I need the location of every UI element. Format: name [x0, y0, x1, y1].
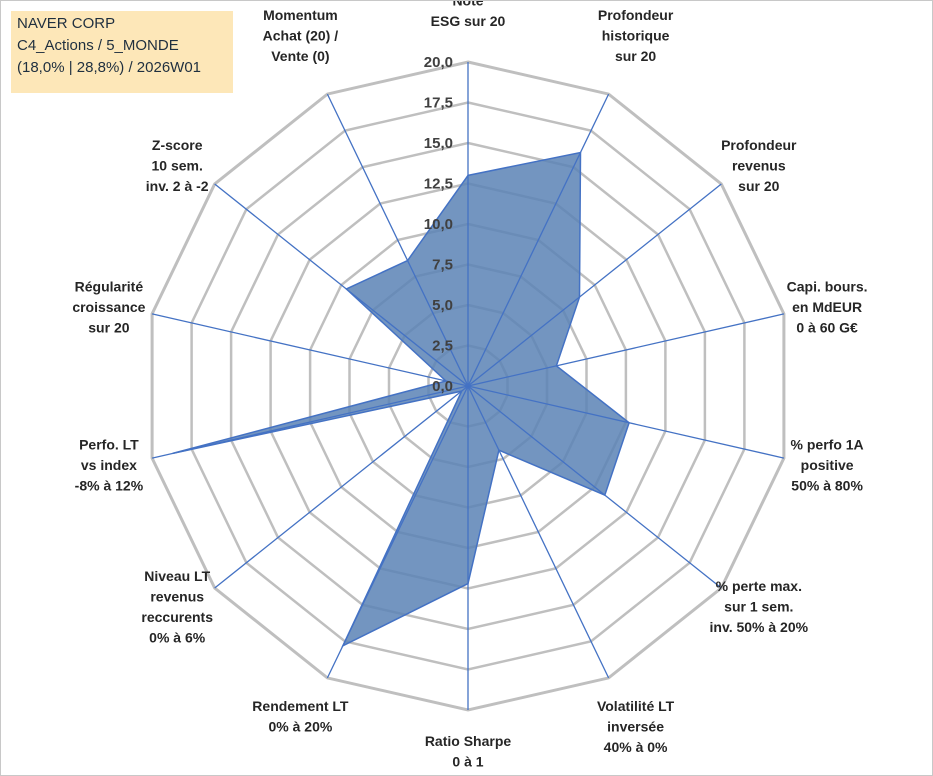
axis-spoke-14 [326, 93, 469, 387]
axis-label-line: sur 20 [738, 178, 779, 194]
tick-label: 12,5 [424, 176, 453, 193]
axis-label-line: % perte max. [716, 578, 802, 594]
axis-spoke-13 [214, 183, 469, 387]
axis-spoke-9 [326, 385, 469, 679]
axis-label-line: 40% à 0% [604, 739, 668, 755]
axis-spoke-5 [467, 385, 785, 459]
chart-title-company: NAVER CORP [17, 15, 116, 32]
axis-label-11: Perfo. LT vs index -8% à 12% [75, 436, 144, 493]
axis-label-9: Rendement LT 0% à 20% [252, 698, 349, 735]
axis-label-12: Régularité croissance sur 20 [72, 279, 145, 336]
axis-label-line: Note [452, 1, 483, 9]
axis-label-line: 0% à 6% [149, 630, 206, 646]
axis-label-line: inv. 50% à 20% [710, 619, 809, 635]
axis-label-line: revenus [150, 589, 204, 605]
axis-label-line: croissance [72, 299, 145, 315]
axis-label-line: inversée [607, 718, 664, 734]
axis-spoke-4 [467, 313, 785, 387]
axis-spoke-7 [467, 385, 610, 679]
axis-label-line: Niveau LT [144, 568, 210, 584]
axis-spoke-12 [151, 313, 469, 387]
axis-label-line: revenus [732, 157, 786, 173]
axis-spoke-6 [467, 385, 722, 589]
axis-label-line: Z-score [152, 137, 203, 153]
axis-label-line: Capi. bours. [787, 279, 868, 295]
axis-spoke-11 [151, 385, 469, 459]
axis-label-14: Momentum Achat (20) / Vente (0) [263, 7, 339, 64]
axis-label-line: historique [602, 28, 670, 44]
axis-label-7: Volatilité LT inversée 40% à 0% [597, 698, 675, 755]
axis-label-line: 50% à 80% [791, 477, 863, 493]
axis-spoke-3 [467, 183, 722, 387]
axis-label-10: Niveau LT revenus reccurents 0% à 6% [141, 568, 213, 646]
axis-label-line: Perfo. LT [79, 436, 139, 452]
axis-label-line: 10 sem. [152, 157, 203, 173]
axis-label-line: en MdEUR [792, 299, 862, 315]
axis-label-6: % perte max. sur 1 sem. inv. 50% à 20% [710, 578, 809, 635]
axis-label-1: Note ESG sur 20 [431, 1, 506, 29]
axis-label-5: % perfo 1A positive 50% à 80% [791, 436, 864, 493]
axis-label-line: inv. 2 à -2 [146, 178, 209, 194]
axis-label-line: vs index [81, 457, 137, 473]
axis-label-line: sur 20 [615, 48, 656, 64]
axis-label-line: Profondeur [721, 137, 797, 153]
tick-label: 15,0 [424, 135, 453, 152]
tick-label: 17,5 [424, 95, 453, 112]
chart-title-portfolio: C4_Actions / 5_MONDE [17, 37, 179, 54]
series-area-naver-corp [172, 151, 630, 648]
axis-label-line: -8% à 12% [75, 477, 144, 493]
axis-label-line: Volatilité LT [597, 698, 675, 714]
tick-label: 2,5 [432, 338, 453, 355]
axis-label-line: sur 20 [88, 320, 129, 336]
axis-spoke-2 [467, 93, 610, 387]
axis-label-line: 0% à 20% [268, 718, 332, 734]
axis-label-line: positive [801, 457, 854, 473]
tick-label: 0,0 [432, 378, 453, 395]
axis-label-line: Rendement LT [252, 698, 349, 714]
tick-label: 10,0 [424, 216, 453, 233]
axis-label-line: sur 1 sem. [724, 599, 793, 615]
axis-spoke-10 [214, 385, 469, 589]
axis-label-line: 0 à 1 [452, 754, 483, 770]
axis-label-line: % perfo 1A [791, 436, 864, 452]
axis-label-line: reccurents [141, 609, 213, 625]
axis-label-line: 0 à 60 G€ [796, 320, 858, 336]
tick-label: 20,0 [424, 54, 453, 71]
axis-label-line: Achat (20) / [263, 28, 339, 44]
axis-label-line: Vente (0) [271, 48, 329, 64]
axis-label-line: Ratio Sharpe [425, 733, 512, 749]
axis-label-4: Capi. bours. en MdEUR 0 à 60 G€ [787, 279, 868, 336]
axis-label-line: Momentum [263, 7, 338, 23]
tick-label: 7,5 [432, 257, 453, 274]
axis-label-2: Profondeur historique sur 20 [598, 7, 674, 64]
axis-label-8: Ratio Sharpe 0 à 1 [425, 733, 512, 770]
axis-label-line: Régularité [75, 279, 144, 295]
chart-title-box: NAVER CORP C4_Actions / 5_MONDE (18,0% |… [11, 11, 233, 93]
chart-title-period: (18,0% | 28,8%) / 2026W01 [17, 59, 201, 76]
axis-label-3: Profondeur revenus sur 20 [721, 137, 797, 194]
axis-label-line: ESG sur 20 [431, 13, 506, 29]
tick-label: 5,0 [432, 297, 453, 314]
axis-label-line: Profondeur [598, 7, 674, 23]
axis-label-13: Z-score 10 sem. inv. 2 à -2 [146, 137, 209, 194]
